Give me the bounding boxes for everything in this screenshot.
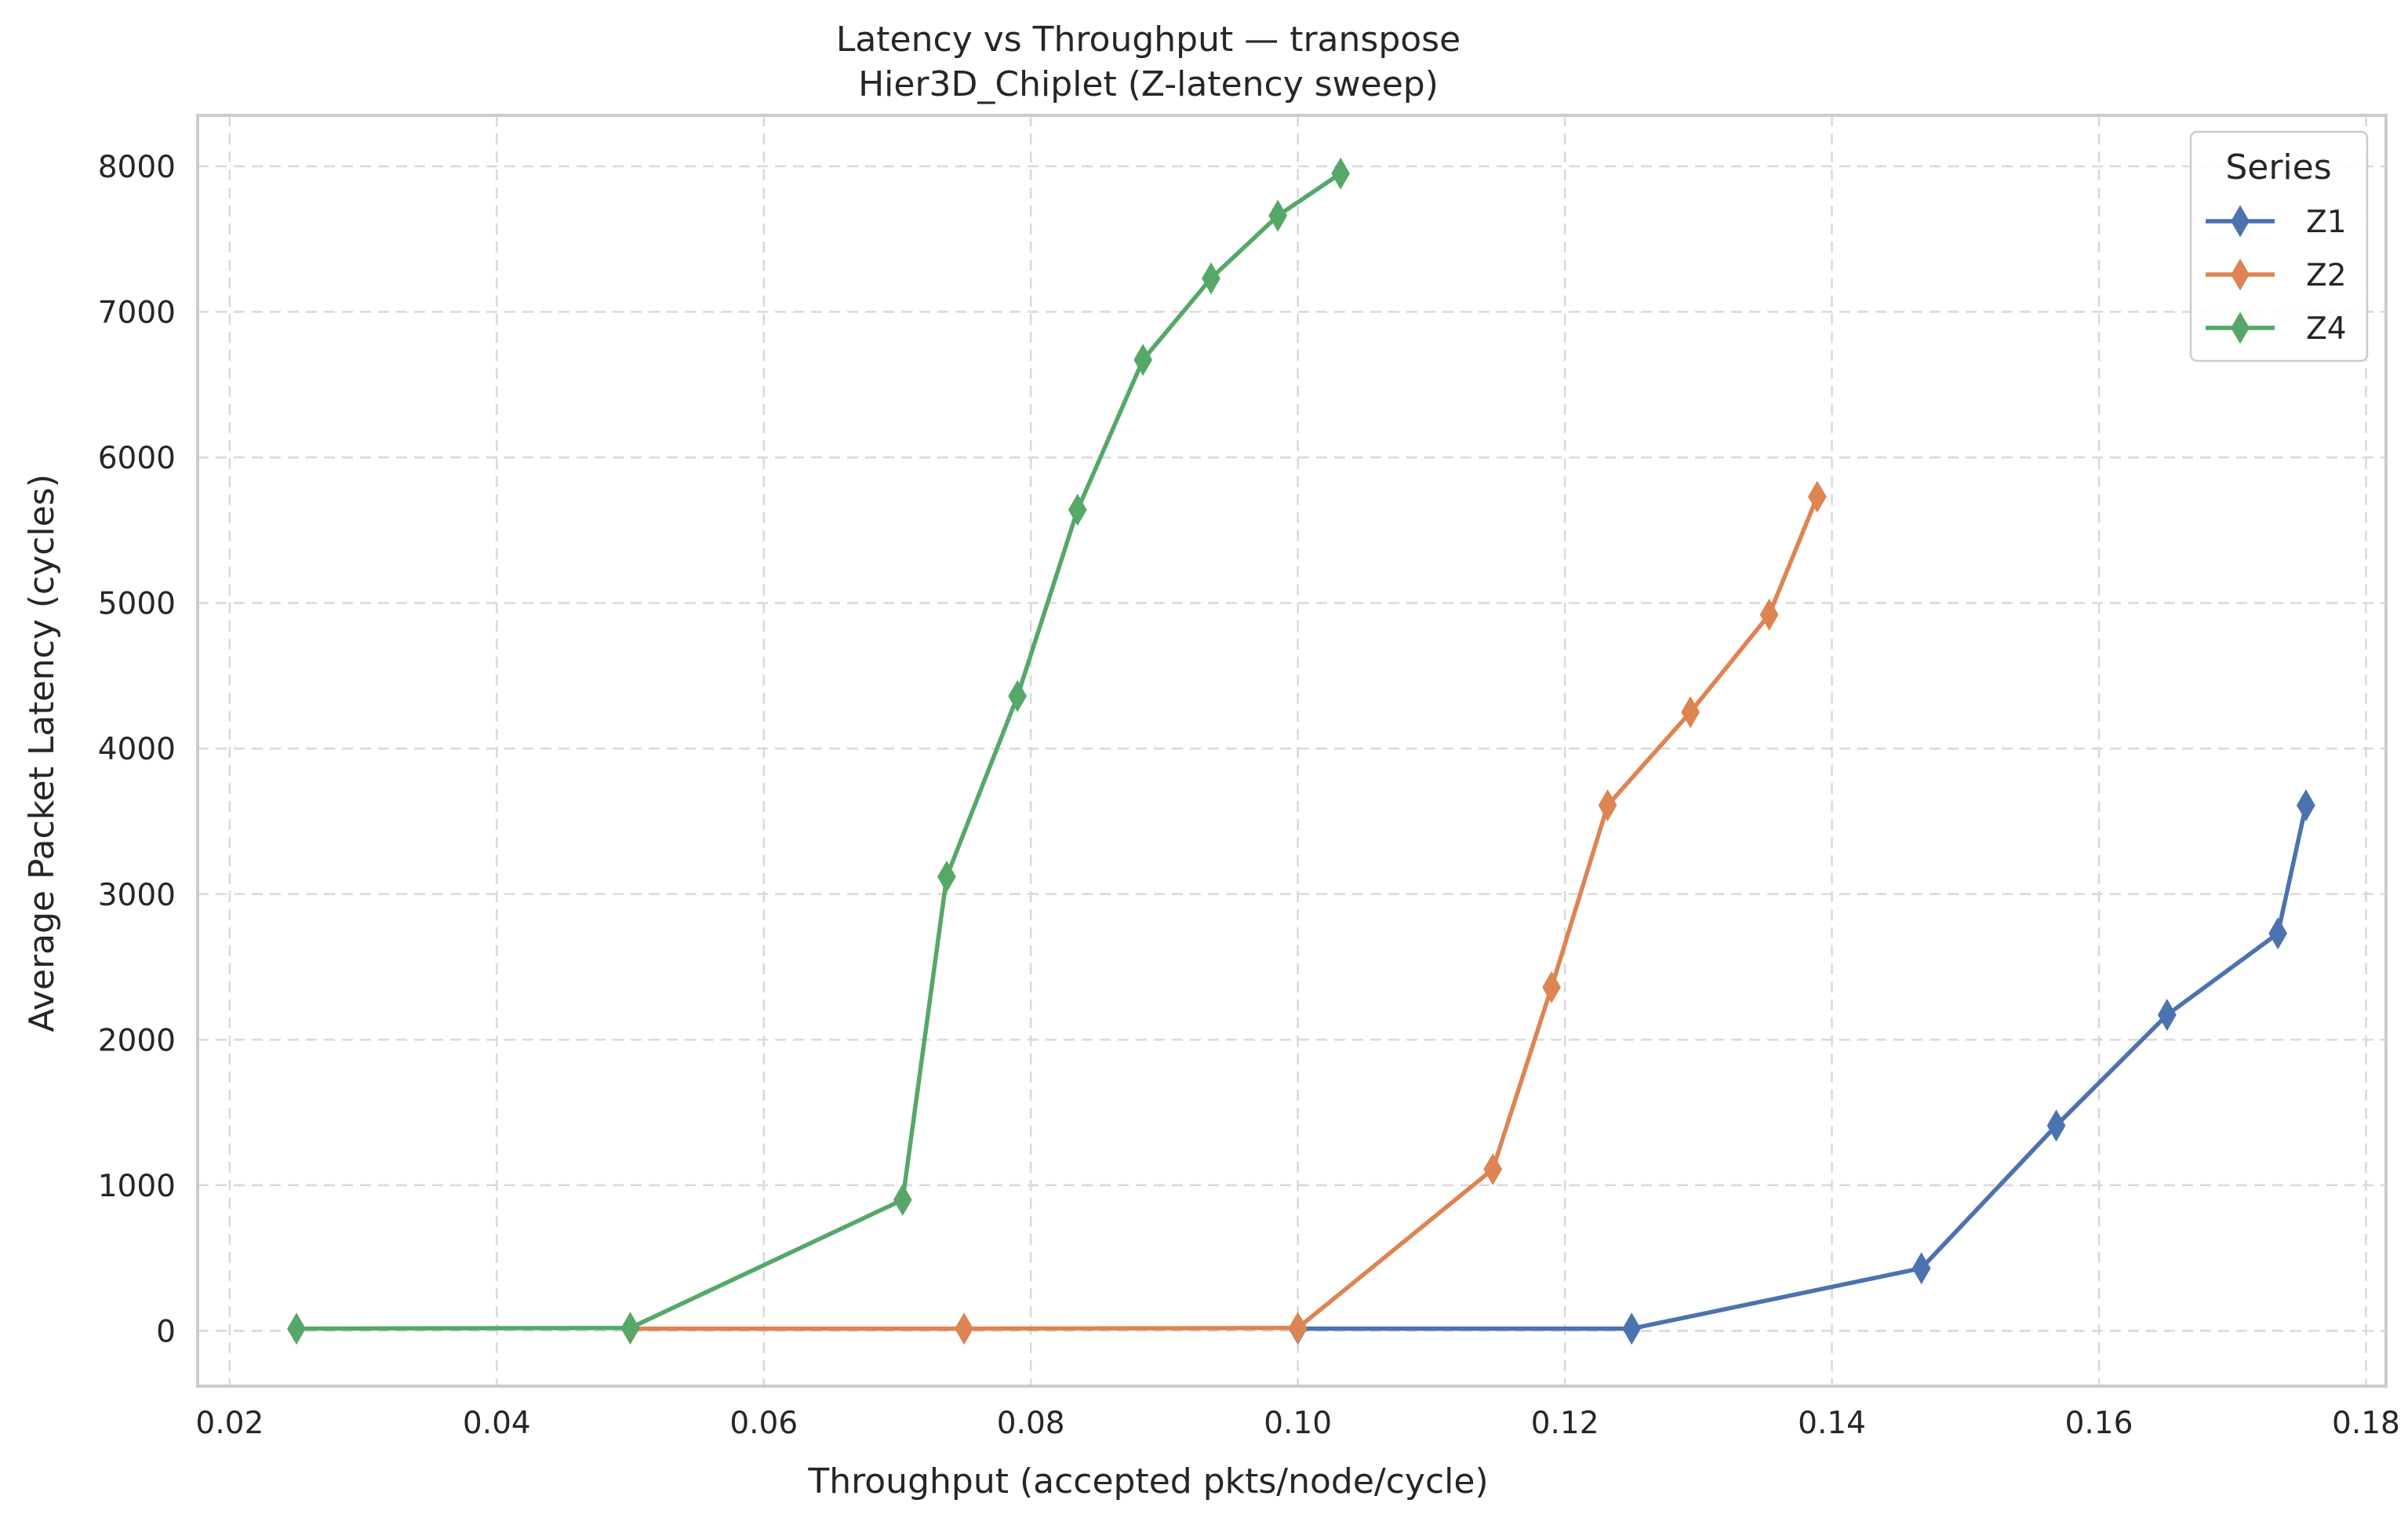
data-point xyxy=(1598,789,1617,822)
x-tick-label: 0.16 xyxy=(2065,1406,2133,1441)
series-layer xyxy=(287,157,2315,1345)
x-tick-label: 0.18 xyxy=(2332,1406,2400,1441)
y-tick-label: 2000 xyxy=(98,1023,176,1058)
legend-marker xyxy=(2231,311,2250,344)
x-tick-label: 0.08 xyxy=(997,1406,1065,1441)
data-point xyxy=(620,1312,640,1345)
data-point xyxy=(1268,199,1287,232)
data-point xyxy=(287,1312,306,1345)
legend-marker xyxy=(2231,258,2250,291)
y-tick-label: 0 xyxy=(156,1314,176,1349)
data-point xyxy=(1483,1153,1503,1186)
legend-item-z2: Z2 xyxy=(2206,258,2347,293)
chart-subtitle: Hier3D_Chiplet (Z-latency sweep) xyxy=(858,64,1439,104)
data-point xyxy=(1807,480,1827,513)
x-tick-label: 0.04 xyxy=(463,1406,531,1441)
y-tick-label: 5000 xyxy=(98,587,176,622)
legend-marker xyxy=(2231,205,2250,238)
y-tick-label: 4000 xyxy=(98,732,176,767)
grid-lines xyxy=(198,115,2386,1386)
data-point xyxy=(2268,917,2287,950)
x-tick-label: 0.06 xyxy=(729,1406,798,1441)
legend-label: Z4 xyxy=(2306,311,2347,347)
data-point xyxy=(1542,971,1561,1004)
legend: Series Z1 Z2 Z4 xyxy=(2189,130,2369,362)
y-axis-label: Average Packet Latency (cycles) xyxy=(22,474,62,1032)
x-tick-label: 0.14 xyxy=(1798,1406,1866,1441)
data-point xyxy=(955,1312,973,1345)
y-tick-label: 7000 xyxy=(98,296,176,331)
legend-box xyxy=(2189,130,2369,362)
data-point xyxy=(1133,344,1153,377)
data-point xyxy=(1759,598,1779,631)
legend-item-z4: Z4 xyxy=(2206,311,2347,347)
chart-title: Latency vs Throughput — transpose xyxy=(836,20,1460,60)
data-point xyxy=(1202,262,1220,295)
data-point xyxy=(1008,679,1028,712)
data-point xyxy=(893,1183,912,1216)
data-point xyxy=(937,861,956,894)
legend-item-z1: Z1 xyxy=(2206,205,2347,240)
data-point xyxy=(1288,1312,1308,1345)
y-axis-ticks: 0 1000 2000 3000 4000 5000 6000 7000 8000 xyxy=(98,150,176,1350)
y-tick-label: 3000 xyxy=(98,878,176,913)
series-z2 xyxy=(620,480,1827,1345)
x-tick-label: 0.02 xyxy=(195,1406,264,1441)
y-tick-label: 6000 xyxy=(98,441,176,476)
legend-title: Series xyxy=(2225,147,2331,187)
y-tick-label: 1000 xyxy=(98,1169,176,1204)
data-point xyxy=(1331,157,1350,190)
data-point xyxy=(2046,1109,2066,1142)
x-axis-label: Throughput (accepted pkts/node/cycle) xyxy=(807,1461,1488,1501)
data-point xyxy=(1911,1252,1931,1285)
series-z4 xyxy=(287,157,1350,1345)
x-tick-label: 0.10 xyxy=(1264,1406,1332,1441)
data-point xyxy=(1622,1312,1642,1345)
y-tick-label: 8000 xyxy=(98,150,176,185)
data-point xyxy=(2296,789,2315,822)
plot-frame xyxy=(196,114,2388,1388)
series-line xyxy=(294,171,1343,1331)
x-tick-label: 0.12 xyxy=(1531,1406,1599,1441)
legend-label: Z1 xyxy=(2306,205,2347,240)
x-axis-ticks: 0.02 0.04 0.06 0.08 0.10 0.12 0.14 0.16 0.18 xyxy=(195,1406,2399,1441)
data-point xyxy=(2157,999,2177,1032)
legend-label: Z2 xyxy=(2306,258,2347,293)
data-point xyxy=(1068,493,1087,526)
data-point xyxy=(1681,696,1700,729)
